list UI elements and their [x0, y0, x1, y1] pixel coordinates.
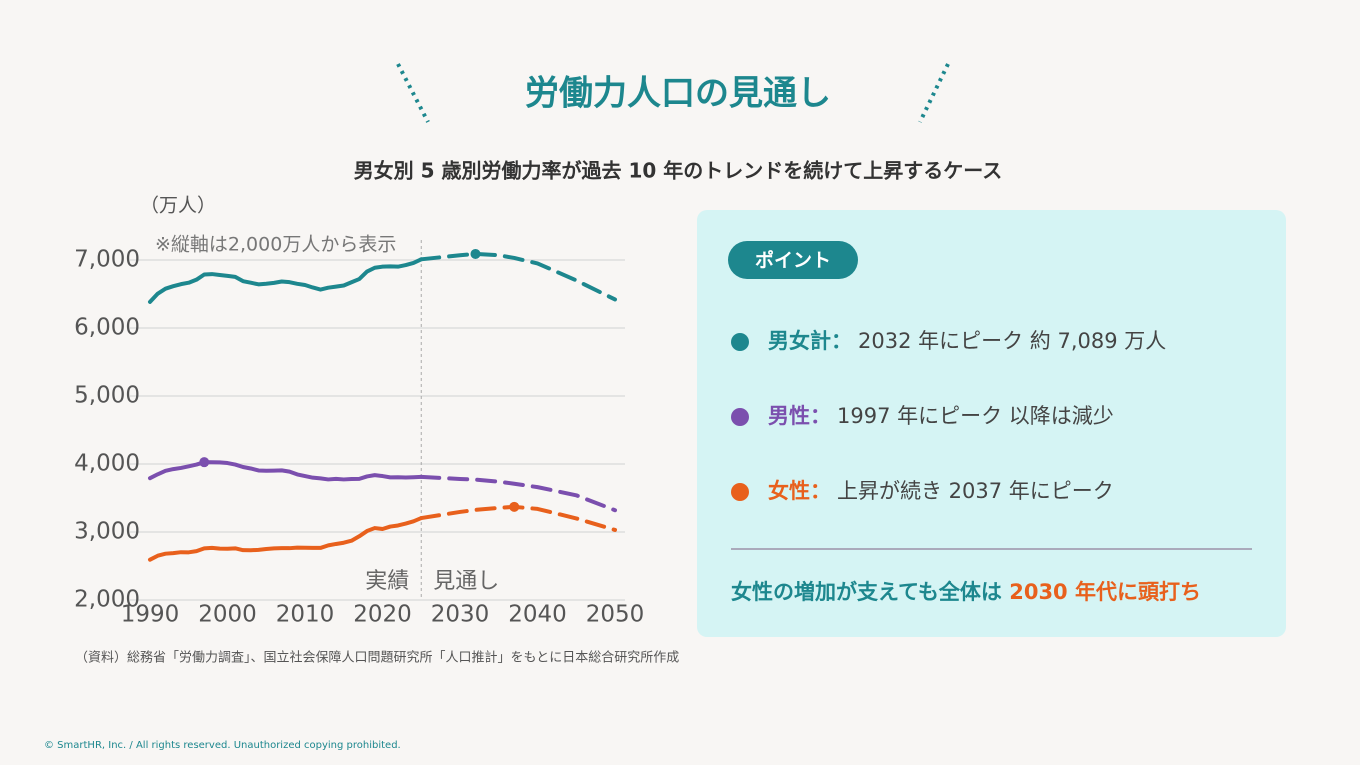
deco-left	[396, 63, 430, 123]
x-tick-label: 2000	[198, 602, 257, 628]
axis-note: ※縦軸は2,000万人から表示	[155, 234, 396, 256]
projection-line	[419, 251, 617, 302]
point-item: 男性： 1997 年にピーク 以降は減少	[768, 404, 1114, 428]
x-tick-label: 2030	[431, 602, 490, 628]
y-tick-label: 3,000	[74, 519, 140, 545]
point-item: 女性： 上昇が続き 2037 年にピーク	[768, 479, 1114, 503]
source: （資料）総務省「労働力調査」、国立社会保障人口問題研究所「人口推計」をもとに日本…	[75, 650, 679, 666]
y-tick-label: 5,000	[74, 383, 140, 409]
x-tick-label: 2050	[586, 602, 645, 628]
badge-text: ポイント	[755, 249, 831, 272]
projection-line	[419, 474, 617, 513]
x-tick-label: 1990	[121, 602, 180, 628]
subtitle: 男女別 5 歳別労働力率が過去 10 年のトレンドを続けて上昇するケース	[354, 159, 1003, 183]
actual-line	[148, 257, 424, 304]
badge	[728, 241, 858, 279]
copyright: © SmartHR, Inc. / All rights reserved. U…	[44, 740, 401, 751]
actual-line	[148, 460, 424, 482]
legend-dot	[731, 408, 749, 426]
projection-line	[419, 504, 617, 532]
legend-name: 女性：	[768, 479, 831, 503]
legend-dot	[731, 333, 749, 351]
point-text: 1997 年にピーク 以降は減少	[837, 404, 1114, 428]
y-tick-label: 7,000	[74, 247, 140, 273]
peak-marker	[470, 248, 481, 259]
projection-label: 見通し	[433, 569, 499, 594]
deco-right	[918, 63, 950, 123]
title: 労働力人口の見通し	[525, 74, 831, 114]
legend-dot	[731, 483, 749, 501]
point-item: 男女計： 2032 年にピーク 約 7,089 万人	[768, 329, 1166, 353]
actual-label: 実績	[365, 569, 409, 594]
actual-line	[148, 516, 424, 562]
summary: 女性の増加が支えても全体は 2030 年代に頭打ち	[731, 580, 1201, 604]
y-tick-label: 4,000	[74, 451, 140, 477]
y-unit: （万人）	[140, 195, 216, 217]
x-tick-label: 2040	[508, 602, 567, 628]
summary-highlight: 2030 年代に頭打ち	[1009, 580, 1201, 604]
point-panel	[697, 210, 1286, 637]
x-tick-label: 2020	[353, 602, 412, 628]
point-text: 2032 年にピーク 約 7,089 万人	[858, 329, 1166, 353]
point-text: 上昇が続き 2037 年にピーク	[837, 479, 1114, 503]
peak-marker	[509, 501, 520, 512]
legend-name: 男性：	[768, 404, 831, 428]
peak-marker	[199, 457, 210, 468]
summary-text: 女性の増加が支えても全体は	[731, 580, 1002, 604]
title-decoration	[396, 63, 950, 123]
y-tick-label: 6,000	[74, 315, 140, 341]
y-tick-label: 2,000	[74, 587, 140, 613]
legend-name: 男女計：	[768, 329, 852, 353]
x-tick-label: 2010	[276, 602, 335, 628]
